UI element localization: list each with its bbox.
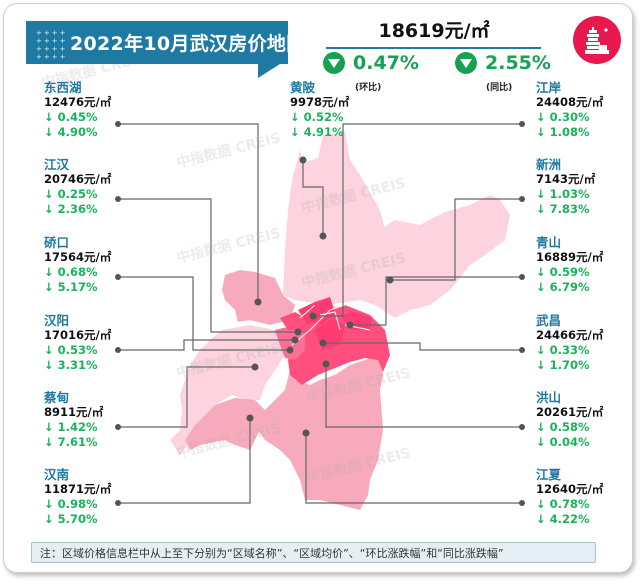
down-triangle-icon (323, 52, 345, 74)
district-huangpi: 黄陂 9978元/㎡ ↓ 0.52% ↓ 4.91% (290, 80, 350, 139)
down-triangle-icon (455, 52, 477, 74)
district-wuchang: 武昌 24466元/㎡ ↓ 0.33% ↓ 1.70% (536, 313, 604, 372)
district-qiaokou: 硚口 17564元/㎡ ↓ 0.68% ↓ 5.17% (44, 235, 112, 294)
district-hannan: 汉南 11871元/㎡ ↓ 0.98% ↓ 5.70% (44, 467, 112, 526)
district-jianghan: 江汉 20746元/㎡ ↓ 0.25% ↓ 2.36% (44, 157, 112, 216)
title-banner: + + + + + + + + + + + + + + + + 2022年10月武汉房价地图 (26, 21, 305, 78)
region-qiaokou (280, 312, 305, 330)
mom-change: 0.47% (323, 52, 419, 74)
district-jiangxia: 江夏 12640元/㎡ ↓ 0.78% ↓ 4.22% (536, 467, 604, 526)
district-jiangan: 江岸 24408元/㎡ ↓ 0.30% ↓ 1.08% (536, 80, 604, 139)
district-hongshan: 洪山 20261元/㎡ ↓ 0.58% ↓ 0.04% (536, 390, 604, 449)
yoy-change: 2.55% (455, 52, 551, 74)
district-dongxihu: 东西湖 12476元/㎡ ↓ 0.45% ↓ 4.90% (44, 80, 112, 139)
mom-label: (环比) (355, 83, 382, 93)
banner-tail (258, 64, 280, 78)
divider (326, 47, 541, 49)
average-price: 18619元/㎡ (378, 20, 490, 42)
district-xinzhou: 新洲 7143元/㎡ ↓ 1.03% ↓ 7.83% (536, 157, 596, 216)
region-xinzhou (360, 195, 510, 318)
footnote: 注：区域价格信息栏中从上至下分别为“区域名称”、“区域均价”、“环比涨跌幅”和“… (31, 542, 596, 563)
pagoda-icon (573, 16, 621, 64)
dot-grid-icon: + + + + + + + + + + + + + + + + (36, 29, 66, 61)
district-hanyang: 汉阳 17016元/㎡ ↓ 0.53% ↓ 3.31% (44, 313, 112, 372)
region-huangpi (283, 132, 385, 305)
region-caidian (170, 325, 290, 455)
region-jiangan (310, 297, 335, 325)
district-caidian: 蔡甸 8911元/㎡ ↓ 1.42% ↓ 7.61% (44, 390, 104, 449)
region-jiangxia (258, 355, 383, 510)
district-qingshan: 青山 16889元/㎡ ↓ 0.59% ↓ 6.79% (536, 235, 604, 294)
page-title: 2022年10月武汉房价地图 (70, 33, 306, 55)
region-hannan (185, 398, 265, 450)
yoy-label: (同比) (486, 83, 513, 93)
